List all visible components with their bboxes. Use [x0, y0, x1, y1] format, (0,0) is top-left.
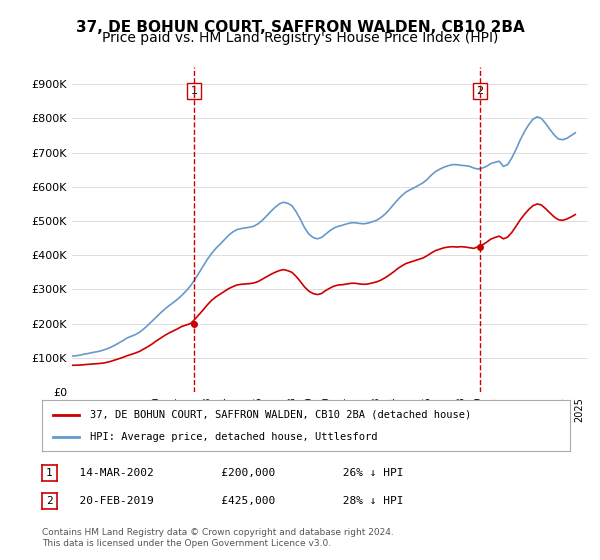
Text: 1: 1	[46, 468, 53, 478]
Text: 2: 2	[476, 86, 484, 96]
Text: 1: 1	[190, 86, 197, 96]
Text: 14-MAR-2002          £200,000          26% ↓ HPI: 14-MAR-2002 £200,000 26% ↓ HPI	[66, 468, 404, 478]
Text: HPI: Average price, detached house, Uttlesford: HPI: Average price, detached house, Uttl…	[89, 432, 377, 442]
Text: 2: 2	[46, 496, 53, 506]
Text: 37, DE BOHUN COURT, SAFFRON WALDEN, CB10 2BA: 37, DE BOHUN COURT, SAFFRON WALDEN, CB10…	[76, 20, 524, 35]
Text: Contains HM Land Registry data © Crown copyright and database right 2024.
This d: Contains HM Land Registry data © Crown c…	[42, 528, 394, 548]
Text: Price paid vs. HM Land Registry's House Price Index (HPI): Price paid vs. HM Land Registry's House …	[102, 31, 498, 45]
Text: 20-FEB-2019          £425,000          28% ↓ HPI: 20-FEB-2019 £425,000 28% ↓ HPI	[66, 496, 404, 506]
Text: 37, DE BOHUN COURT, SAFFRON WALDEN, CB10 2BA (detached house): 37, DE BOHUN COURT, SAFFRON WALDEN, CB10…	[89, 409, 471, 419]
